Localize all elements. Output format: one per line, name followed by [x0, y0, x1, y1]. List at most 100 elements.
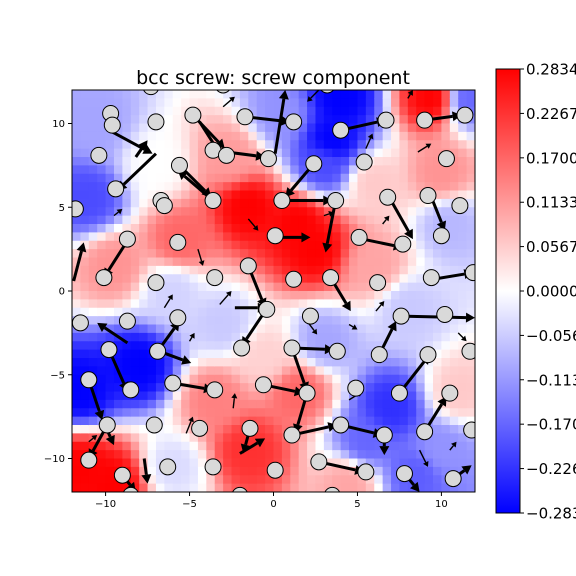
heat-cell: [223, 131, 233, 141]
heat-cell: [197, 316, 207, 326]
heat-cell: [407, 274, 417, 284]
heat-cell: [281, 123, 291, 133]
heat-cell: [181, 366, 191, 376]
heat-cell: [239, 98, 249, 108]
heat-cell: [340, 358, 350, 367]
heat-cell: [441, 408, 451, 418]
atom-marker: [118, 312, 136, 330]
heat-cell: [164, 391, 174, 401]
heat-cell: [407, 316, 417, 326]
heat-cell: [424, 475, 434, 485]
heat-cell: [223, 425, 233, 434]
heat-cell: [307, 106, 317, 116]
heat-cell: [391, 483, 401, 492]
heat-cell: [72, 458, 81, 468]
heat-cell: [155, 90, 165, 99]
heat-cell: [332, 115, 342, 125]
heat-cell: [349, 358, 359, 367]
heat-cell: [382, 282, 392, 292]
heat-cell: [281, 249, 291, 259]
heat-cell: [290, 157, 300, 166]
heat-cell: [239, 190, 249, 200]
heat-cell: [449, 215, 459, 225]
heat-cell: [164, 190, 174, 200]
heat-cell: [340, 182, 350, 192]
heat-cell: [332, 165, 342, 175]
heat-cell: [357, 475, 367, 485]
heat-cell: [197, 282, 207, 292]
atom-marker: [145, 416, 163, 434]
heat-cell: [130, 299, 140, 309]
atom-marker: [451, 197, 469, 215]
heat-cell: [382, 232, 392, 242]
heat-cell: [374, 123, 384, 133]
heat-cell: [458, 475, 468, 485]
heat-cell: [122, 182, 132, 192]
heat-cell: [231, 475, 241, 485]
heat-cell: [424, 165, 434, 175]
heat-cell: [332, 450, 342, 460]
heat-cell: [298, 165, 308, 175]
heat-cell: [231, 416, 241, 426]
heat-cell: [315, 240, 325, 250]
heat-cell: [349, 190, 359, 200]
heat-cell: [139, 198, 149, 208]
heat-cell: [323, 190, 333, 200]
heat-cell: [231, 240, 241, 250]
heat-cell: [349, 198, 359, 208]
heat-cell: [424, 148, 434, 158]
heat-cell: [214, 374, 224, 384]
heat-cell: [290, 458, 300, 468]
heat-cell: [466, 408, 475, 418]
heat-cell: [80, 123, 90, 133]
heatmap-field: [72, 90, 475, 492]
heat-cell: [197, 249, 207, 259]
heat-cell: [223, 123, 233, 133]
atom-marker: [419, 187, 437, 205]
heat-cell: [382, 265, 392, 275]
heat-cell: [273, 249, 283, 259]
heat-cell: [466, 215, 475, 225]
heat-cell: [449, 307, 459, 317]
heat-cell: [164, 483, 174, 492]
heat-cell: [391, 416, 401, 426]
heat-cell: [72, 98, 81, 108]
heat-cell: [223, 391, 233, 401]
heat-cell: [433, 165, 443, 175]
atom-marker: [143, 90, 159, 96]
heat-cell: [298, 316, 308, 326]
heat-cell: [365, 475, 375, 485]
heat-cell: [281, 324, 291, 334]
heat-cell: [181, 182, 191, 192]
heat-cell: [122, 215, 132, 225]
atom-marker: [301, 307, 319, 325]
heat-cell: [466, 483, 475, 492]
heat-cell: [147, 408, 157, 418]
heat-cell: [189, 316, 199, 326]
heat-cell: [239, 458, 249, 468]
heat-cell: [399, 374, 409, 384]
heat-cell: [332, 182, 342, 192]
heat-cell: [433, 399, 443, 409]
heat-cell: [332, 408, 342, 418]
heat-cell: [349, 115, 359, 125]
heat-cell: [72, 425, 81, 434]
heat-cell: [416, 173, 426, 183]
heat-cell: [449, 341, 459, 351]
heat-cell: [164, 157, 174, 166]
heat-cell: [323, 408, 333, 418]
heat-cell: [382, 131, 392, 141]
heat-cell: [458, 98, 468, 108]
heat-cell: [181, 450, 191, 460]
heat-cell: [248, 483, 258, 492]
heat-cell: [382, 466, 392, 476]
heat-cell: [332, 173, 342, 183]
displacement-arrow: [457, 332, 467, 342]
heat-cell: [147, 307, 157, 317]
heat-cell: [273, 433, 283, 443]
y-tick-label: −10: [44, 454, 65, 465]
heat-cell: [248, 399, 258, 409]
heat-cell: [298, 332, 308, 342]
heat-cell: [433, 257, 443, 267]
heat-cell: [466, 282, 475, 292]
